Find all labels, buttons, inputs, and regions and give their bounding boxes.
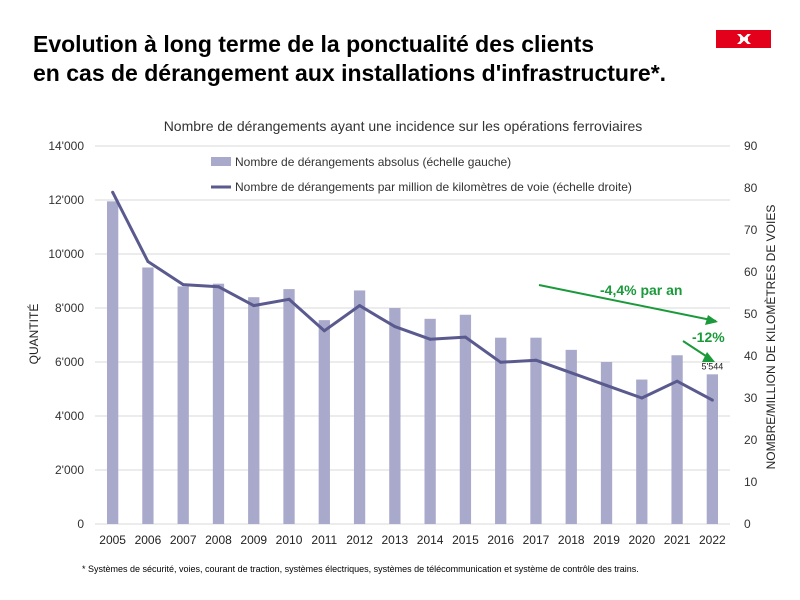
annotation-annual: -4,4% par an — [600, 282, 682, 298]
x-tick-label: 2015 — [452, 533, 479, 547]
x-tick-label: 2017 — [523, 533, 550, 547]
legend-bar-swatch — [211, 157, 231, 166]
y2-tick-label: 20 — [744, 433, 758, 447]
bar-2007 — [177, 286, 189, 524]
bar-2020 — [636, 379, 648, 524]
rate-point-2021 — [675, 379, 679, 383]
y-tick-label: 4'000 — [55, 409, 84, 423]
bar-2005 — [106, 201, 119, 524]
bar-2017 — [530, 337, 542, 524]
bar-2022 — [706, 374, 719, 524]
y-tick-label: 0 — [77, 517, 84, 531]
x-tick-label: 2021 — [664, 533, 691, 547]
x-tick-label: 2009 — [240, 533, 267, 547]
bar-2006 — [142, 267, 154, 524]
x-tick-label: 2010 — [276, 533, 303, 547]
trend-arrow-annual-head — [705, 315, 718, 325]
rate-point-2020 — [640, 396, 644, 400]
legend: Nombre de dérangements absolus (échelle … — [211, 155, 632, 194]
bar-2021 — [671, 355, 683, 524]
title-line-2: en cas de dérangement aux installations … — [33, 60, 667, 86]
x-tick-label: 2016 — [487, 533, 514, 547]
y-tick-label: 8'000 — [55, 301, 84, 315]
bar-2013 — [389, 308, 401, 524]
x-tick-label: 2014 — [417, 533, 444, 547]
y-tick-label: 12'000 — [48, 193, 84, 207]
rate-point-2019 — [605, 383, 609, 387]
bars — [106, 201, 719, 524]
rate-point-2017 — [534, 358, 538, 362]
bar-2018 — [565, 349, 577, 524]
rate-point-2012 — [358, 304, 362, 308]
rate-point-2007 — [181, 283, 185, 287]
right-axis-ticks: 0 10 20 30 40 50 60 70 80 90 — [744, 139, 758, 531]
bar-2019 — [600, 362, 613, 524]
rate-point-2009 — [252, 304, 256, 308]
rate-point-2015 — [463, 335, 467, 339]
bar-2010 — [283, 289, 295, 524]
grid-lines — [95, 145, 730, 525]
rate-point-2022 — [710, 398, 714, 402]
x-tick-label: 2011 — [311, 533, 337, 547]
y-tick-label: 10'000 — [48, 247, 84, 261]
rate-line-path — [111, 191, 714, 402]
annotation-yoy: -12% — [692, 329, 725, 345]
footnote: * Systèmes de sécurité, voies, courant d… — [82, 564, 639, 574]
y2-tick-label: 70 — [744, 223, 758, 237]
data-label-2022: 5'544 — [701, 361, 723, 371]
bar-2009 — [248, 297, 260, 524]
y-tick-label: 14'000 — [48, 139, 84, 153]
y-tick-label: 2'000 — [55, 463, 84, 477]
x-tick-label: 2012 — [346, 533, 373, 547]
y2-tick-label: 10 — [744, 475, 758, 489]
legend-line-label: Nombre de dérangements par million de ki… — [235, 180, 632, 194]
rate-point-2005 — [111, 190, 115, 194]
rate-point-2014 — [428, 337, 432, 341]
trend-annotations: -4,4% par an -12% — [538, 282, 725, 362]
left-axis-ticks: 0 2'000 4'000 6'000 8'000 10'000 12'000 14'000 — [48, 139, 84, 531]
bar-2016 — [495, 337, 507, 524]
x-tick-label: 2022 — [699, 533, 726, 547]
legend-bar-label: Nombre de dérangements absolus (échelle … — [235, 155, 511, 169]
chart: Nombre de dérangements ayant une inciden… — [26, 118, 778, 547]
rate-point-2016 — [499, 360, 503, 364]
x-tick-label: 2008 — [205, 533, 232, 547]
bar-2012 — [353, 290, 366, 524]
x-tick-label: 2020 — [628, 533, 655, 547]
x-axis-ticks: 2005 2006 2007 2008 2009 2010 2011 2012 2013 2014… — [99, 533, 726, 547]
bar-2008 — [212, 283, 225, 524]
x-tick-label: 2018 — [558, 533, 585, 547]
rate-point-2006 — [146, 260, 150, 263]
page-title: Evolution à long terme de la ponctualité… — [33, 30, 713, 88]
bar-2014 — [424, 318, 436, 524]
y2-tick-label: 60 — [744, 265, 758, 279]
x-tick-label: 2006 — [135, 533, 162, 547]
trend-arrow-yoy-head — [702, 352, 715, 362]
y-axis-label: QUANTITÉ — [26, 304, 41, 365]
x-tick-label: 2007 — [170, 533, 197, 547]
y2-tick-label: 0 — [744, 517, 751, 531]
x-tick-label: 2019 — [593, 533, 620, 547]
y2-tick-label: 40 — [744, 349, 758, 363]
x-tick-label: 2013 — [382, 533, 409, 547]
y-tick-label: 6'000 — [55, 355, 84, 369]
y2-axis-label: NOMBRE/MILLION DE KILOMÈTRES DE VOIES — [763, 205, 778, 470]
rate-point-2010 — [287, 297, 291, 301]
rate-point-2011 — [322, 329, 326, 333]
y2-tick-label: 30 — [744, 391, 758, 405]
y2-tick-label: 80 — [744, 181, 758, 195]
y2-tick-label: 50 — [744, 307, 758, 321]
title-line-1: Evolution à long terme de la ponctualité… — [33, 31, 595, 57]
bar-2011 — [318, 320, 330, 524]
rate-line — [111, 190, 714, 402]
y2-tick-label: 90 — [744, 139, 758, 153]
x-tick-label: 2005 — [99, 533, 126, 547]
sbb-logo-icon — [716, 30, 771, 48]
rate-point-2008 — [216, 285, 220, 289]
rate-point-2018 — [569, 371, 573, 375]
chart-title: Nombre de dérangements ayant une inciden… — [164, 118, 643, 134]
rate-point-2013 — [393, 325, 397, 329]
bar-2015 — [459, 314, 472, 524]
trend-arrow-annual — [538, 284, 717, 322]
